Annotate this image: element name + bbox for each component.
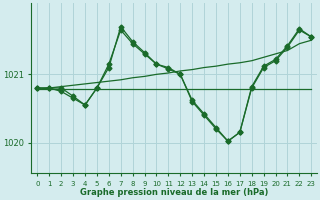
X-axis label: Graphe pression niveau de la mer (hPa): Graphe pression niveau de la mer (hPa) xyxy=(80,188,268,197)
